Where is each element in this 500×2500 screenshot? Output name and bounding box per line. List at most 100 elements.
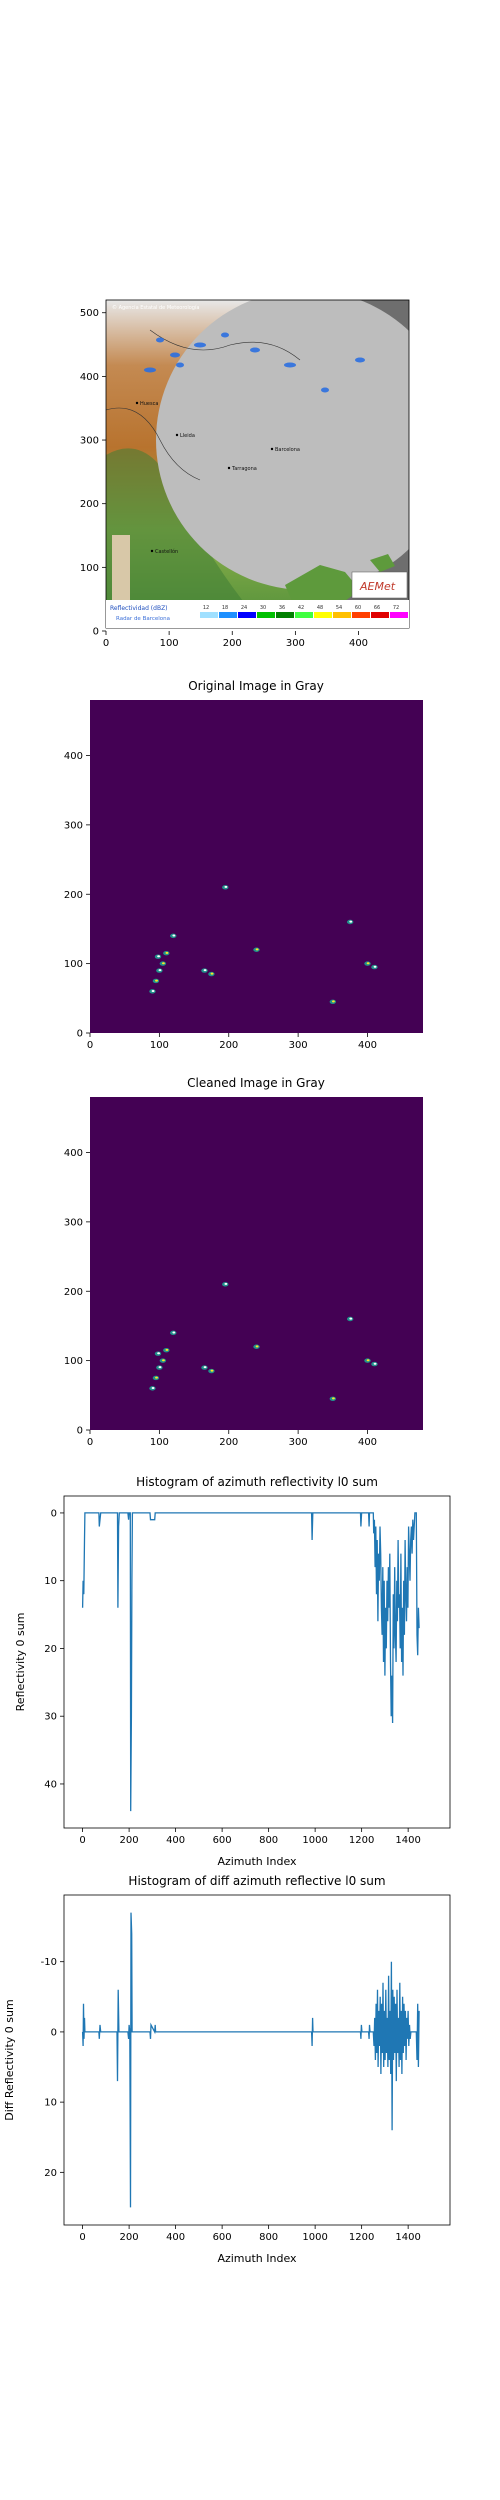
- diff-histogram-ylabel: Diff Reflectivity 0 sum: [3, 1999, 16, 2120]
- y-tick-label: 200: [64, 1287, 83, 1298]
- y-tick-label: -10: [41, 1957, 57, 1968]
- x-tick-label: 0: [87, 1040, 93, 1051]
- legend-value: 30: [260, 605, 266, 611]
- city-label: Barcelona: [275, 447, 300, 453]
- echo-cell-core: [158, 1366, 162, 1369]
- cleaned-image-heatmap: [90, 1097, 423, 1430]
- azimuth-reflectivity-line: [81, 1512, 420, 1812]
- legend-swatch: [295, 612, 313, 618]
- echo-cell-core: [151, 1386, 155, 1389]
- x-tick-label: 1000: [302, 2232, 327, 2243]
- x-tick-label: 200: [223, 638, 242, 649]
- map-legend-title: Reflectividad (dBZ): [110, 605, 168, 612]
- legend-swatch: [238, 612, 256, 618]
- city-marker: [135, 401, 139, 405]
- echo-cell-core: [172, 934, 176, 937]
- island-menorca: [370, 554, 395, 572]
- azimuth-histogram-ylabel: Reflectivity 0 sum: [14, 1613, 27, 1712]
- map-echo: [194, 342, 206, 348]
- original-image-heatmap: [90, 700, 423, 1033]
- radar-coverage-disk: [156, 300, 409, 590]
- x-tick-label: 800: [259, 1835, 278, 1846]
- y-tick-label: 200: [64, 890, 83, 901]
- cleaned-image-panel: Cleaned Image in Gray 0 100 200 300 400 0 100 2…: [64, 1076, 423, 1448]
- radar-map-image: [106, 300, 409, 628]
- x-tick-label: 300: [289, 1040, 308, 1051]
- legend-value: 12: [203, 605, 209, 611]
- echo-cell-core: [366, 1359, 370, 1362]
- cleaned-image-title: Cleaned Image in Gray: [187, 1076, 325, 1090]
- x-tick-label: 400: [166, 2232, 185, 2243]
- radar-map-panel: © Agencia Estatal de Meteorología Huesca…: [80, 299, 410, 649]
- x-tick-label: 300: [289, 1437, 308, 1448]
- legend-swatch: [314, 612, 332, 618]
- cleaned-image-axis-ticks: 0 100 200 300 400 0 100 200 300 400: [64, 1148, 377, 1448]
- x-tick-label: 200: [120, 1835, 139, 1846]
- y-tick-label: 200: [80, 499, 99, 510]
- y-tick-label: 10: [44, 1576, 57, 1587]
- legend-value: 24: [241, 605, 247, 611]
- echo-cell-core: [162, 1359, 165, 1362]
- y-tick-label: 100: [64, 1356, 83, 1367]
- x-tick-label: 0: [79, 2232, 85, 2243]
- y-tick-label: 300: [64, 1217, 83, 1228]
- y-tick-label: 20: [44, 2168, 57, 2179]
- legend-value: 60: [355, 605, 361, 611]
- original-image-axis-ticks: 0 100 200 300 400 0 100 200 300 400: [64, 751, 377, 1051]
- echo-cell-core: [157, 1352, 160, 1355]
- diff-histogram-title: Histogram of diff azimuth reflective l0 …: [128, 1874, 385, 1888]
- y-tick-label: 0: [77, 1426, 83, 1437]
- cleaned-image-echo-cells: [149, 1282, 378, 1401]
- echo-cell-core: [224, 1282, 228, 1285]
- x-tick-label: 0: [103, 638, 109, 649]
- original-image-title: Original Image in Gray: [188, 679, 324, 693]
- y-tick-label: 400: [64, 751, 83, 762]
- map-echoes: [144, 332, 365, 393]
- legend-swatch: [219, 612, 237, 618]
- x-tick-label: 1200: [349, 2232, 374, 2243]
- legend-value: 72: [393, 605, 399, 611]
- x-tick-label: 1400: [395, 1835, 420, 1846]
- x-tick-label: 200: [219, 1040, 238, 1051]
- city-label: Lleida: [180, 433, 195, 439]
- echo-cell-core: [366, 962, 370, 965]
- legend-value: 42: [298, 605, 304, 611]
- y-tick-label: 300: [80, 436, 99, 447]
- map-echo: [221, 332, 229, 338]
- original-image-echo-cells: [149, 885, 378, 1004]
- x-tick-label: 1200: [349, 1835, 374, 1846]
- x-tick-label: 100: [150, 1040, 169, 1051]
- legend-swatch: [257, 612, 275, 618]
- legend-swatch: [352, 612, 370, 618]
- x-tick-label: 800: [259, 2232, 278, 2243]
- echo-cell-core: [162, 962, 165, 965]
- map-cities: Huesca Lleida Barcelona Tarragona Castellón: [135, 401, 300, 555]
- echo-cell-core: [203, 1366, 207, 1369]
- x-tick-label: 400: [358, 1040, 377, 1051]
- x-tick-label: 1400: [395, 2232, 420, 2243]
- map-header: © Agencia Estatal de Meteorología: [112, 304, 199, 311]
- echo-cell-core: [155, 1376, 158, 1379]
- y-tick-label: 0: [93, 627, 99, 638]
- map-echo: [170, 352, 180, 358]
- legend-swatch: [390, 612, 408, 618]
- echo-cell-core: [332, 1000, 335, 1003]
- diff-reflectivity-line: [81, 1912, 420, 2208]
- echo-cell-core: [332, 1397, 335, 1400]
- map-echo: [284, 362, 296, 368]
- map-legend-swatches: 12 18 24 30 36 42 48 54 60 66 72: [200, 605, 408, 618]
- y-tick-label: 30: [44, 1712, 57, 1723]
- echo-cell-core: [203, 969, 207, 972]
- x-tick-label: 1000: [302, 1835, 327, 1846]
- legend-value: 18: [222, 605, 228, 611]
- city-marker: [227, 466, 231, 470]
- echo-cell-core: [255, 948, 259, 951]
- azimuth-histogram-title: Histogram of azimuth reflectivity l0 sum: [136, 1475, 378, 1489]
- echo-cell-core: [349, 920, 353, 923]
- legend-value: 36: [279, 605, 285, 611]
- echo-cell-core: [255, 1345, 259, 1348]
- city-label: Huesca: [140, 401, 158, 407]
- y-tick-label: 100: [80, 563, 99, 574]
- original-image-panel: Original Image in Gray 0 100 200 300 400 0 100…: [64, 679, 423, 1051]
